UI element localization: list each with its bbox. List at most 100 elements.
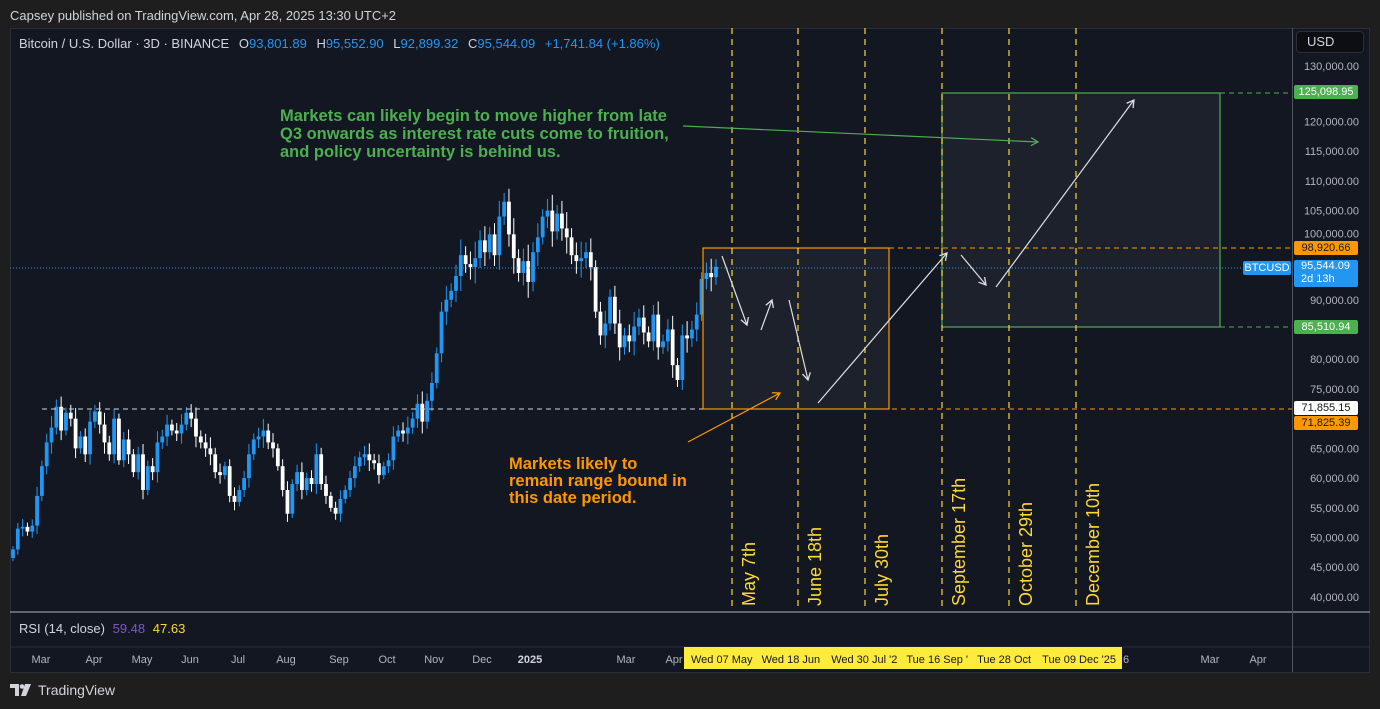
candle bbox=[247, 444, 251, 488]
candle bbox=[637, 308, 641, 336]
candle bbox=[174, 422, 179, 441]
candle-body bbox=[396, 430, 401, 437]
arrow-down-2[interactable] bbox=[788, 299, 811, 382]
candle bbox=[35, 486, 39, 534]
bar-countdown: 2d 13h bbox=[1301, 273, 1335, 285]
candle-body bbox=[694, 314, 699, 330]
candle bbox=[694, 302, 699, 342]
candle bbox=[169, 419, 174, 436]
tradingview-brand[interactable]: TradingView bbox=[10, 682, 115, 698]
svg-text:Q3 onwards as interest rate cu: Q3 onwards as interest rate cuts come to… bbox=[280, 125, 669, 143]
candle-body bbox=[454, 275, 458, 291]
candle-body bbox=[145, 466, 150, 490]
candle-body bbox=[502, 201, 507, 217]
candle-body bbox=[309, 478, 314, 485]
candle bbox=[232, 487, 237, 511]
candle bbox=[54, 399, 59, 435]
date-label: October 29th bbox=[1016, 502, 1036, 606]
candle bbox=[434, 347, 439, 389]
candle bbox=[521, 248, 526, 286]
arrow-down-1[interactable] bbox=[721, 255, 750, 327]
range-top-price-label: 98,920.66 bbox=[1294, 241, 1358, 255]
candle bbox=[627, 324, 632, 353]
candle bbox=[482, 226, 487, 266]
time-tick-label: Nov bbox=[424, 654, 444, 666]
arrow-up-3[interactable] bbox=[995, 98, 1135, 288]
candle-body bbox=[126, 439, 131, 455]
candle bbox=[685, 321, 690, 353]
candle bbox=[372, 453, 377, 470]
candle bbox=[141, 444, 145, 500]
candle bbox=[430, 372, 434, 412]
candle-body bbox=[430, 382, 434, 401]
orange-callout-arrow[interactable] bbox=[687, 392, 782, 443]
candle bbox=[564, 212, 569, 254]
candle bbox=[579, 241, 584, 278]
candle bbox=[367, 443, 372, 471]
time-tick-label: Dec bbox=[472, 654, 492, 666]
candle-body bbox=[709, 273, 714, 278]
candle bbox=[150, 458, 155, 481]
candle-body bbox=[352, 466, 357, 479]
candle bbox=[641, 305, 646, 345]
candle-body bbox=[213, 454, 218, 473]
arrow-down-3[interactable] bbox=[960, 254, 987, 287]
candle bbox=[319, 447, 324, 490]
date-label: July 30th bbox=[872, 534, 892, 606]
target-box[interactable] bbox=[941, 92, 1221, 328]
candle-body bbox=[333, 507, 338, 514]
candle-body bbox=[35, 495, 39, 526]
candle bbox=[78, 431, 83, 454]
candle-body bbox=[598, 311, 603, 336]
candle-body bbox=[160, 436, 165, 443]
candle-body bbox=[20, 526, 25, 529]
candle bbox=[545, 198, 550, 229]
candle-body bbox=[608, 296, 612, 324]
candle-body bbox=[415, 403, 420, 419]
svg-text:Markets can likely begin to mo: Markets can likely begin to move higher … bbox=[280, 107, 667, 125]
candle bbox=[690, 320, 694, 347]
candle bbox=[328, 491, 333, 512]
candle bbox=[665, 319, 670, 352]
time-tick-label: Jul bbox=[230, 654, 246, 666]
candle bbox=[516, 249, 521, 282]
candle-body bbox=[275, 448, 280, 467]
price-tick-label: 65,000.00 bbox=[1310, 443, 1359, 455]
candle-body bbox=[560, 213, 564, 229]
arrow-up-2[interactable] bbox=[817, 252, 948, 404]
candle bbox=[704, 262, 709, 290]
candle-body bbox=[714, 266, 718, 278]
candle-body bbox=[155, 442, 160, 473]
time-tick-label: Apr bbox=[665, 654, 683, 666]
currency-button[interactable]: USD bbox=[1296, 31, 1364, 53]
candle-body bbox=[516, 258, 521, 274]
candle-body bbox=[632, 326, 637, 342]
symbol-legend[interactable]: Bitcoin / U.S. Dollar · 3D · BINANCE O93… bbox=[19, 36, 660, 51]
candle bbox=[526, 244, 531, 298]
candle-body bbox=[174, 430, 179, 434]
candle bbox=[531, 242, 535, 292]
candle-body bbox=[131, 454, 136, 473]
candle-body bbox=[271, 442, 275, 449]
candle bbox=[454, 264, 458, 302]
candle-body bbox=[584, 252, 588, 259]
green-callout-arrow[interactable] bbox=[682, 125, 1040, 147]
candle bbox=[15, 522, 20, 555]
candle bbox=[511, 218, 516, 274]
candle bbox=[324, 475, 328, 504]
candle bbox=[218, 463, 222, 484]
candle bbox=[449, 283, 454, 308]
candle-body bbox=[401, 430, 405, 434]
candle bbox=[112, 408, 117, 464]
price-axis[interactable]: 130,000.00 120,000.00 115,000.00 110,000.00… bbox=[1304, 61, 1359, 604]
candle-body bbox=[83, 436, 88, 455]
candle-body bbox=[97, 411, 102, 425]
candle bbox=[507, 188, 511, 247]
symbol-name: Bitcoin / U.S. Dollar · 3D · BINANCE bbox=[19, 36, 230, 51]
candle-body bbox=[150, 466, 155, 473]
arrow-up-1[interactable] bbox=[760, 298, 774, 331]
candle bbox=[194, 407, 198, 448]
candle-body bbox=[372, 460, 377, 464]
rsi-legend[interactable]: RSI (14, close) 59.48 47.63 bbox=[19, 621, 185, 636]
